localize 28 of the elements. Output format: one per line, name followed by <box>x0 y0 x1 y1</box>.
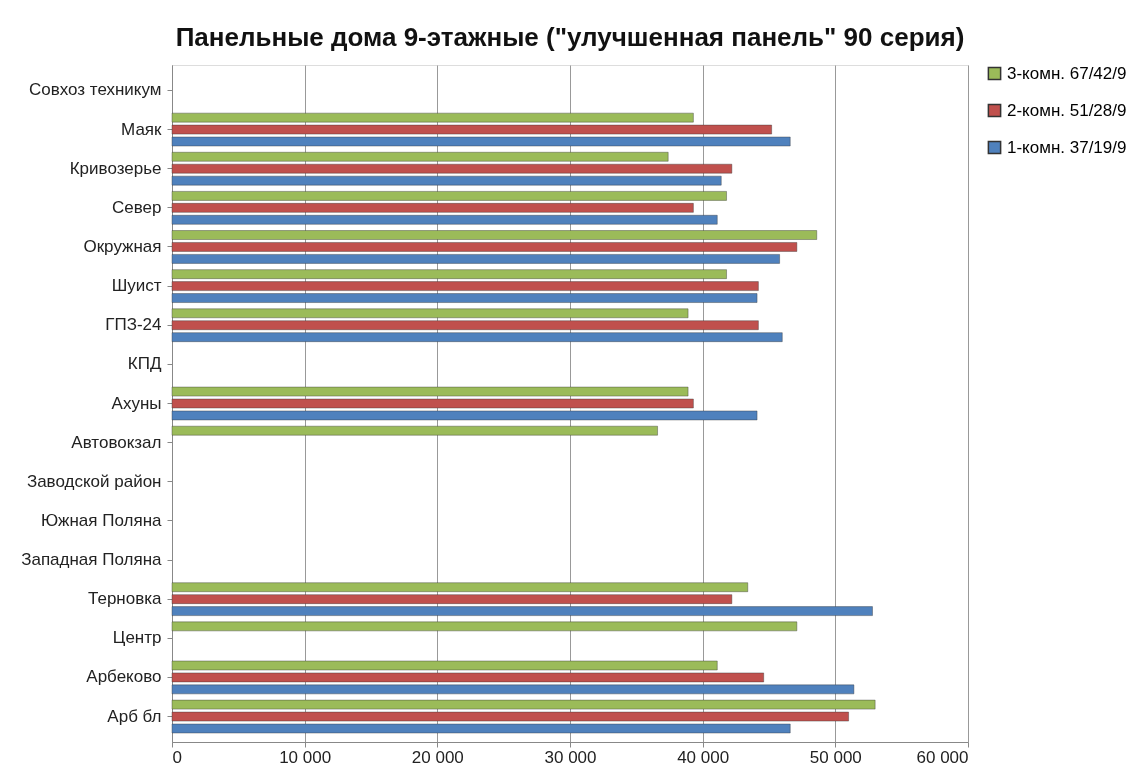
y-tick-label: Маяк <box>121 119 163 139</box>
y-tick-label: Автовокзал <box>71 432 162 452</box>
y-tick-label: КПД <box>127 354 162 374</box>
y-tick-label: Терновка <box>88 589 163 609</box>
x-tick-label: 0 <box>172 747 182 767</box>
legend-label: 2-комн. 51/28/9 <box>1007 100 1127 120</box>
y-tick-label: Шуист <box>111 276 162 296</box>
x-tick-label: 10 000 <box>279 747 332 767</box>
x-tick-label: 40 000 <box>677 747 730 767</box>
y-tick-label: Кривозерье <box>69 158 162 178</box>
y-tick-label: Ахуны <box>111 393 162 413</box>
y-tick-label: Совхоз техникум <box>28 80 162 100</box>
x-tick-label: 30 000 <box>544 747 597 767</box>
y-tick-label: Центр <box>112 628 162 648</box>
y-tick-label: ГПЗ-24 <box>105 315 162 335</box>
y-tick-label: Южная Поляна <box>40 510 163 530</box>
y-tick-label: Арб бл <box>107 706 162 726</box>
chart-title: Панельные дома 9-этажные ("улучшенная панель" 90 серия) <box>175 22 965 52</box>
y-tick-label: Север <box>112 197 162 217</box>
y-tick-label: Окружная <box>83 236 162 256</box>
y-tick-label: Арбеково <box>86 667 162 687</box>
legend-label: 1-комн. 37/19/9 <box>1007 137 1127 157</box>
y-tick-label: Заводской район <box>26 471 162 491</box>
x-tick-label: 50 000 <box>809 747 862 767</box>
x-tick-label: 20 000 <box>411 747 464 767</box>
x-tick-label: 60 000 <box>916 747 969 767</box>
legend-label: 3-комн. 67/42/9 <box>1007 63 1127 83</box>
y-tick-label: Западная Поляна <box>21 550 163 570</box>
